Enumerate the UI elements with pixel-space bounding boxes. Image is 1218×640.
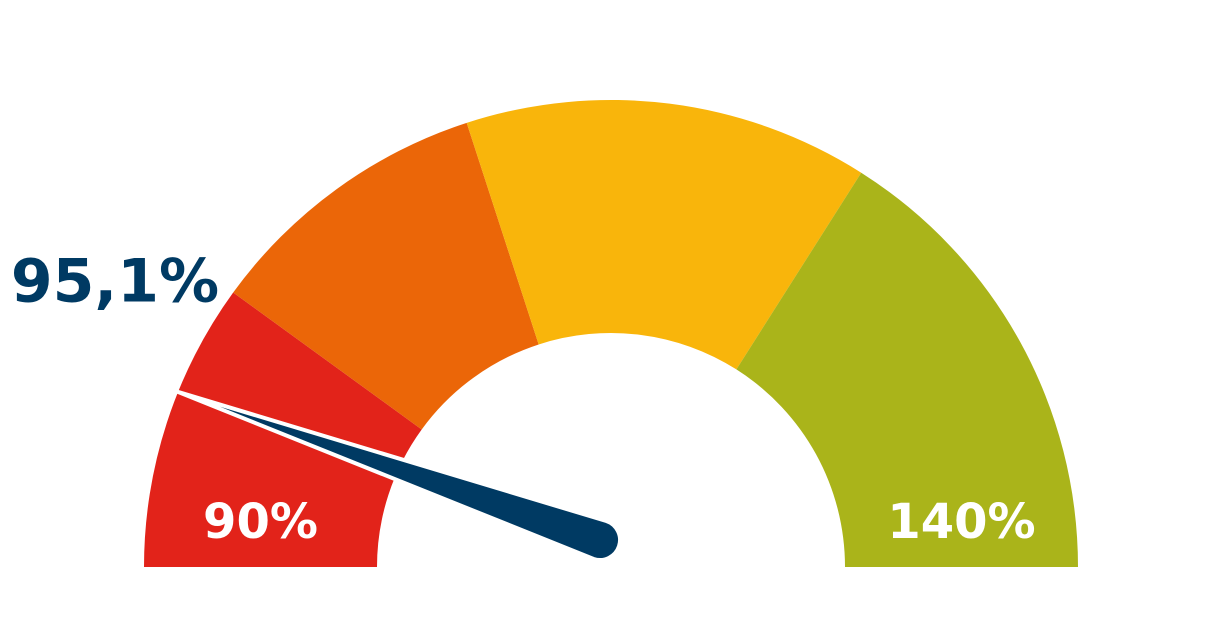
needle-group	[175, 389, 622, 562]
tick-label: 90%	[203, 494, 318, 550]
value-label: 95,1%	[11, 247, 219, 317]
tick-label: 140%	[887, 494, 1035, 550]
needle	[175, 389, 622, 562]
gauge-band	[233, 122, 539, 430]
gauge-band	[466, 100, 862, 370]
bands	[144, 100, 1078, 567]
labels: 90% 140% 95,1%	[11, 247, 1036, 550]
gauge-band	[736, 172, 1078, 567]
